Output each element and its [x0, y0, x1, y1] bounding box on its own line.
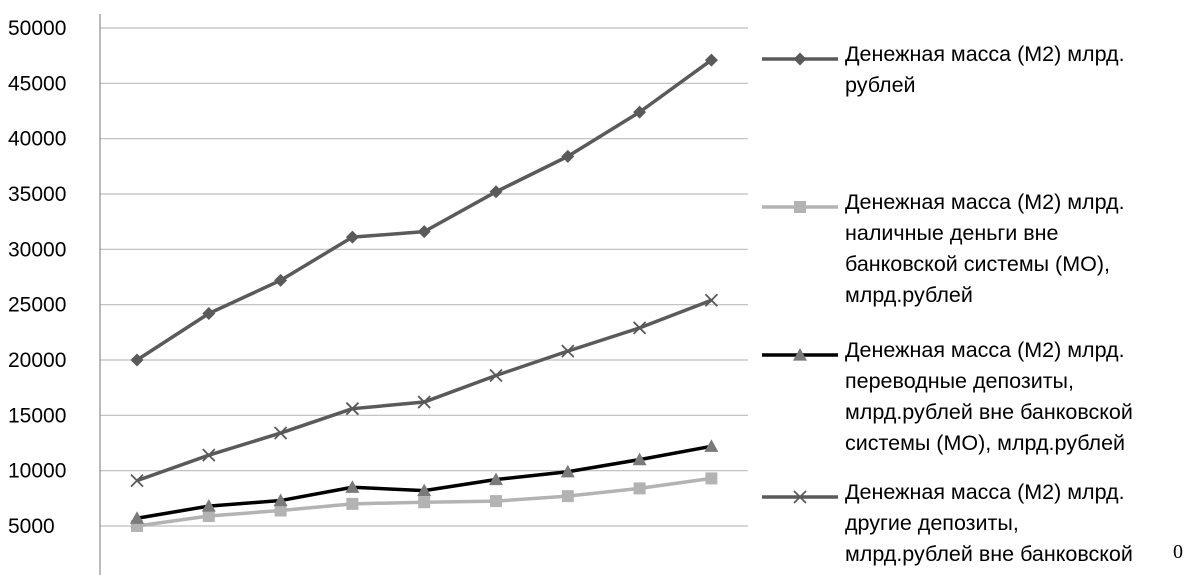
- data-point-1-2: [274, 504, 287, 517]
- gridlines: [100, 27, 748, 527]
- line-chart: 5000 10000 15000 20000 25000 30000 35000 40000 4…: [8, 14, 748, 575]
- y-tick-label: 35000: [8, 183, 66, 206]
- data-point-1-4: [418, 496, 431, 509]
- data-point-2-6: [560, 464, 575, 478]
- data-point-2-0: [130, 511, 144, 524]
- y-tick-label: 30000: [8, 238, 66, 261]
- legend-key-marker: [793, 490, 807, 504]
- legend-label-other-deposits: Денежная масса (М2) млрд. другие депозит…: [845, 480, 1133, 566]
- legend-key-triangle: [762, 348, 838, 361]
- legend-key-x: [762, 490, 838, 504]
- data-point-3-1: [202, 448, 216, 462]
- data-point-3-5: [489, 368, 503, 383]
- data-point-3-3: [345, 402, 360, 416]
- data-point-0-2: [274, 273, 288, 287]
- data-point-1-3: [346, 497, 359, 510]
- series-lines: [136, 58, 713, 528]
- data-point-3-2: [273, 426, 288, 440]
- legend-label-m0-cash: Денежная масса (М2) млрд. наличные деньг…: [845, 190, 1125, 307]
- legend-key-diamond: [762, 52, 838, 66]
- data-point-2-2: [273, 493, 288, 507]
- series-line-3: [136, 298, 713, 483]
- y-tick-label: 5000: [8, 515, 55, 538]
- y-tick-label: 20000: [8, 349, 66, 372]
- data-point-0-4: [417, 225, 431, 239]
- data-point-0-7: [633, 105, 647, 119]
- data-point-3-4: [417, 395, 431, 409]
- data-point-1-8: [705, 472, 718, 485]
- page-fragment-text: 0: [1173, 541, 1183, 563]
- legend-key-square: [762, 201, 838, 213]
- data-point-0-5: [489, 185, 503, 199]
- data-point-3-6: [561, 344, 575, 358]
- y-tick-label: 45000: [8, 72, 66, 95]
- data-point-1-1: [202, 510, 215, 523]
- data-point-0-0: [130, 353, 144, 367]
- data-point-1-7: [633, 482, 646, 495]
- legend: Денежная масса (М2) млрд. рублей Денежна…: [760, 0, 1192, 575]
- legend-label-transfer-deposits: Денежная масса (М2) млрд. переводные деп…: [845, 338, 1133, 455]
- series-markers: [130, 53, 719, 532]
- data-point-1-5: [490, 495, 502, 508]
- legend-key-marker: [793, 52, 807, 66]
- y-tick-label: 50000: [8, 17, 66, 40]
- data-point-3-7: [632, 321, 647, 335]
- data-point-0-6: [561, 149, 575, 163]
- data-point-1-6: [561, 490, 574, 503]
- data-point-0-1: [202, 307, 216, 321]
- legend-key-marker: [793, 348, 807, 361]
- data-point-2-7: [632, 452, 647, 466]
- series-line-0: [136, 58, 713, 362]
- data-point-3-8: [704, 293, 719, 307]
- data-point-0-3: [345, 230, 359, 244]
- data-point-2-5: [489, 472, 503, 486]
- y-tick-labels: 5000 10000 15000 20000 25000 30000 35000 40000 4…: [8, 17, 66, 538]
- legend-label-m2: Денежная масса (М2) млрд. рублей: [845, 42, 1125, 97]
- data-point-2-8: [704, 439, 719, 452]
- data-point-2-3: [345, 480, 360, 493]
- y-tick-label: 15000: [8, 404, 66, 427]
- data-point-0-8: [704, 53, 718, 67]
- legend-key-marker: [794, 201, 806, 213]
- y-tick-label: 25000: [8, 294, 66, 317]
- data-point-3-0: [130, 473, 144, 488]
- data-point-2-1: [201, 499, 216, 512]
- y-tick-label: 40000: [8, 128, 66, 151]
- data-point-2-4: [417, 483, 432, 497]
- y-tick-label: 10000: [8, 460, 66, 483]
